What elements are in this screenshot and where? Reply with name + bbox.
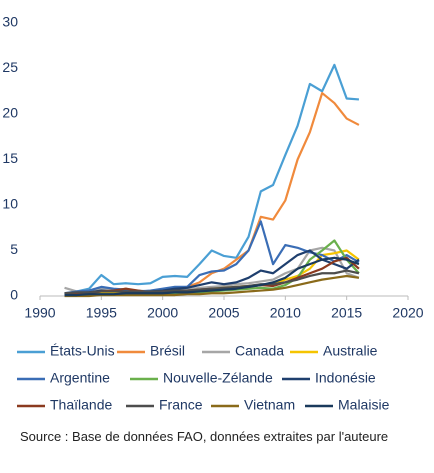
series-line [64, 256, 360, 297]
y-tick-label: 30 [2, 14, 18, 30]
y-tick-label: 25 [2, 59, 18, 75]
legend-label: France [159, 397, 203, 413]
y-tick-label: 15 [2, 150, 18, 166]
legend-label: Argentine [50, 370, 110, 386]
x-tick-label: 1990 [24, 305, 55, 321]
series-line [64, 220, 360, 295]
x-tick-label: 2015 [331, 305, 362, 321]
x-tick-label: 2020 [392, 305, 423, 321]
legend-label: Brésil [150, 343, 185, 359]
legend-label: Canada [235, 343, 284, 359]
chart: 0 5 10 15 20 25 30 1990 1995 2000 2005 2010 2015 2020… [2, 14, 423, 413]
x-tick-label: 1995 [86, 305, 117, 321]
legend-label: Nouvelle-Zélande [163, 370, 273, 386]
series-line [64, 63, 360, 296]
series-line [64, 269, 360, 295]
legend-label: États-Unis [50, 343, 115, 359]
legend-label: Australie [323, 343, 378, 359]
x-tick-label: 2005 [208, 305, 239, 321]
legend-label: Indonésie [315, 370, 376, 386]
y-tick-label: 5 [10, 241, 18, 257]
x-tick-label: 2010 [270, 305, 301, 321]
y-tick-label: 20 [2, 105, 18, 121]
x-tick-label: 2000 [147, 305, 178, 321]
legend-label: Vietnam [244, 397, 295, 413]
legend-label: Malaisie [338, 397, 390, 413]
y-tick-label: 10 [2, 196, 18, 212]
legend-label: Thaïlande [50, 397, 112, 413]
source-note: Source : Base de données FAO, données ex… [20, 429, 389, 444]
y-tick-label: 0 [10, 287, 18, 303]
